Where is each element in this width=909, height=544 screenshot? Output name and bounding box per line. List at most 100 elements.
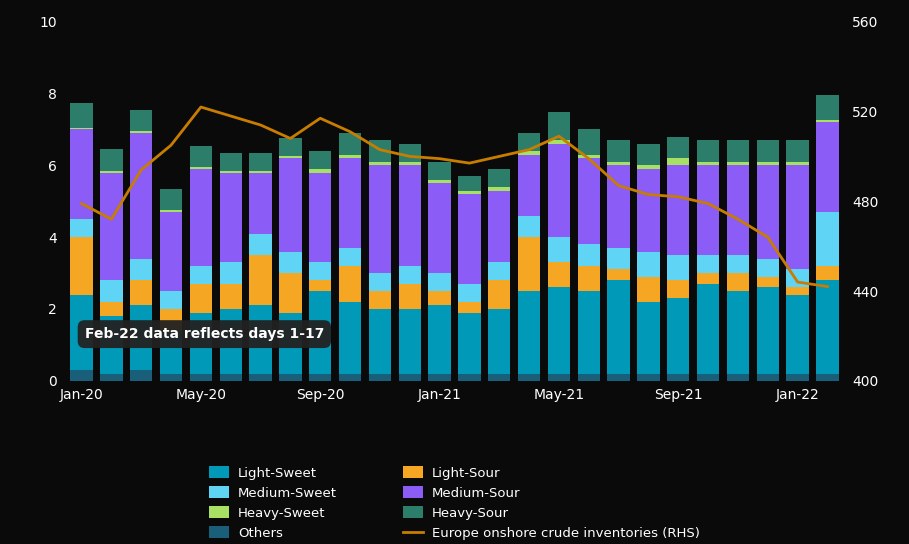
Bar bbox=[220, 171, 242, 172]
Bar bbox=[398, 309, 421, 374]
Bar bbox=[786, 162, 809, 165]
Bar bbox=[279, 157, 302, 158]
Bar bbox=[398, 374, 421, 381]
Bar bbox=[816, 212, 839, 266]
Bar bbox=[130, 110, 153, 131]
Bar bbox=[727, 165, 749, 255]
Bar bbox=[70, 128, 93, 129]
Bar bbox=[548, 262, 570, 287]
Bar bbox=[339, 374, 361, 381]
Bar bbox=[398, 144, 421, 162]
Bar bbox=[786, 287, 809, 295]
Bar bbox=[70, 102, 93, 128]
Bar bbox=[667, 298, 689, 374]
Bar bbox=[667, 255, 689, 280]
Bar bbox=[548, 112, 570, 140]
Bar bbox=[727, 291, 749, 374]
Bar bbox=[816, 280, 839, 374]
Bar bbox=[816, 95, 839, 121]
Bar bbox=[428, 183, 451, 273]
Bar bbox=[249, 255, 272, 305]
Bar bbox=[428, 374, 451, 381]
Bar bbox=[309, 280, 332, 291]
Bar bbox=[756, 140, 779, 162]
Bar bbox=[786, 165, 809, 269]
Bar bbox=[249, 171, 272, 172]
Bar bbox=[637, 277, 660, 302]
Bar bbox=[667, 165, 689, 255]
Bar bbox=[130, 131, 153, 133]
Bar bbox=[518, 215, 540, 237]
Text: Feb-22 data reflects days 1-17: Feb-22 data reflects days 1-17 bbox=[85, 327, 324, 341]
Bar bbox=[727, 162, 749, 165]
Bar bbox=[309, 374, 332, 381]
Bar bbox=[637, 374, 660, 381]
Bar bbox=[369, 165, 391, 273]
Bar bbox=[309, 151, 332, 169]
Bar bbox=[339, 302, 361, 374]
Bar bbox=[339, 266, 361, 302]
Bar bbox=[220, 172, 242, 262]
Bar bbox=[190, 169, 212, 266]
Bar bbox=[756, 162, 779, 165]
Bar bbox=[428, 273, 451, 291]
Bar bbox=[100, 374, 123, 381]
Bar bbox=[279, 158, 302, 251]
Bar bbox=[160, 211, 182, 212]
Bar bbox=[339, 154, 361, 158]
Bar bbox=[607, 280, 630, 374]
Bar bbox=[727, 255, 749, 273]
Bar bbox=[548, 374, 570, 381]
Bar bbox=[667, 137, 689, 158]
Bar bbox=[637, 251, 660, 277]
Bar bbox=[130, 370, 153, 381]
Bar bbox=[697, 273, 719, 284]
Bar bbox=[190, 284, 212, 313]
Bar bbox=[577, 154, 600, 158]
Bar bbox=[398, 162, 421, 165]
Bar bbox=[100, 171, 123, 172]
Bar bbox=[458, 374, 481, 381]
Bar bbox=[577, 266, 600, 291]
Bar bbox=[488, 309, 511, 374]
Bar bbox=[220, 153, 242, 171]
Bar bbox=[488, 187, 511, 190]
Bar bbox=[637, 144, 660, 165]
Bar bbox=[488, 374, 511, 381]
Bar bbox=[607, 162, 630, 165]
Bar bbox=[339, 133, 361, 154]
Bar bbox=[369, 309, 391, 374]
Bar bbox=[249, 305, 272, 374]
Bar bbox=[607, 374, 630, 381]
Bar bbox=[458, 194, 481, 284]
Bar bbox=[339, 158, 361, 248]
Bar bbox=[220, 284, 242, 309]
Bar bbox=[458, 176, 481, 190]
Bar bbox=[369, 273, 391, 291]
Bar bbox=[607, 140, 630, 162]
Bar bbox=[279, 273, 302, 313]
Bar bbox=[428, 305, 451, 374]
Bar bbox=[816, 374, 839, 381]
Bar bbox=[697, 284, 719, 374]
Bar bbox=[667, 158, 689, 165]
Bar bbox=[786, 269, 809, 287]
Bar bbox=[637, 169, 660, 251]
Bar bbox=[816, 121, 839, 122]
Bar bbox=[667, 280, 689, 298]
Bar bbox=[309, 169, 332, 172]
Bar bbox=[816, 266, 839, 280]
Bar bbox=[548, 144, 570, 237]
Bar bbox=[756, 259, 779, 277]
Bar bbox=[190, 266, 212, 284]
Bar bbox=[786, 374, 809, 381]
Bar bbox=[607, 269, 630, 280]
Bar bbox=[160, 291, 182, 309]
Bar bbox=[727, 374, 749, 381]
Bar bbox=[607, 248, 630, 269]
Bar bbox=[428, 162, 451, 180]
Bar bbox=[279, 313, 302, 374]
Bar bbox=[518, 374, 540, 381]
Bar bbox=[160, 212, 182, 291]
Bar bbox=[518, 237, 540, 291]
